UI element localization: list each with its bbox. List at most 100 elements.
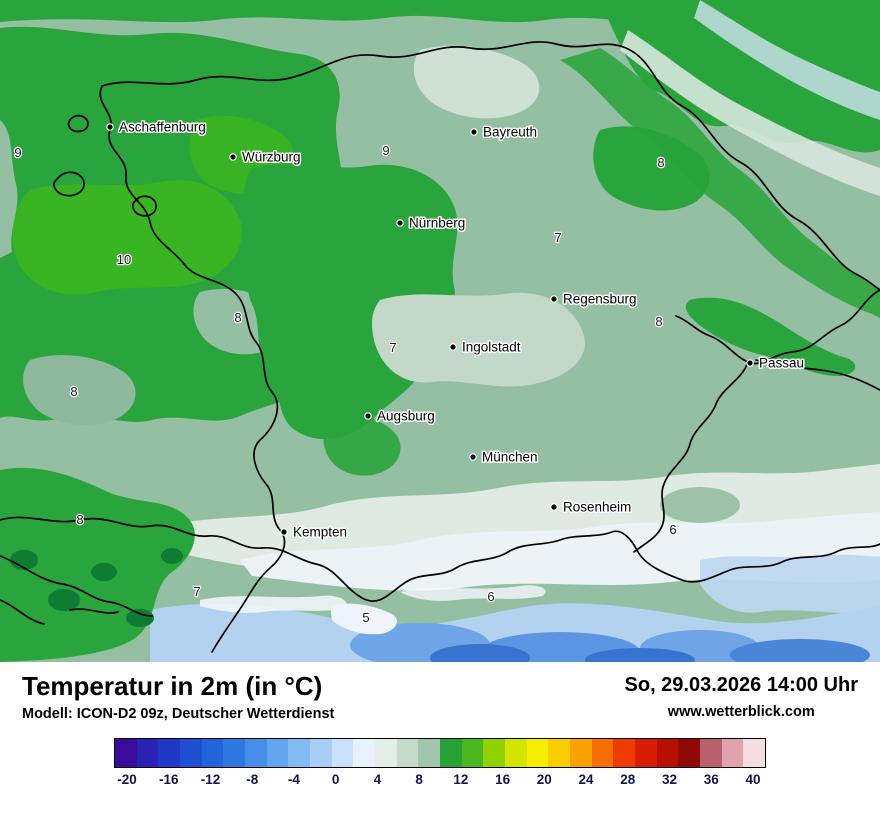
temperature-value: 8 <box>655 314 662 329</box>
scale-segment <box>700 738 722 767</box>
temperature-value: 9 <box>14 145 21 160</box>
city-dot-icon <box>469 453 477 461</box>
footer-right: So, 29.03.2026 14:00 Uhr www.wetterblick… <box>625 672 858 720</box>
scale-segment <box>548 738 571 767</box>
scale-segment <box>743 738 766 767</box>
scale-segment <box>158 738 181 767</box>
scale-tick-label: -8 <box>246 771 259 787</box>
city-dot-icon <box>746 359 754 367</box>
scale-segment <box>115 738 137 767</box>
city-label: Ingolstadt <box>462 340 521 355</box>
city-marker: Rosenheim <box>550 498 633 516</box>
temp-region-blue-blob <box>430 644 530 662</box>
border-line-inn <box>633 361 749 553</box>
scale-segment <box>396 738 419 767</box>
scale-tick-label: -4 <box>287 771 300 787</box>
temp-region-hills <box>660 487 740 523</box>
scale-tick-label: 8 <box>415 771 423 787</box>
scale-segment <box>136 738 159 767</box>
city-label: Aschaffenburg <box>119 120 206 135</box>
city-marker: Kempten <box>280 523 349 541</box>
color-scale-ticks: -20 -16 -12 -8 -4 0 4 8 12 16 20 24 28 32 36 40 <box>114 772 766 792</box>
model-info: Modell: ICON-D2 09z, Deutscher Wetterdie… <box>22 705 335 722</box>
scale-segment <box>570 738 592 767</box>
scale-tick-label: 28 <box>620 771 636 787</box>
city-dot-icon <box>364 412 372 420</box>
city-dot-icon <box>550 295 558 303</box>
temperature-value-labels: 9 9 10 8 7 7 8 8 8 8 6 6 5 7 <box>13 142 678 627</box>
city-dot-icon <box>470 128 478 136</box>
scale-segment <box>353 738 376 767</box>
scale-segment <box>613 738 636 767</box>
scale-segment <box>656 738 679 767</box>
city-marker: Regensburg <box>550 290 638 308</box>
scale-tick-label: 32 <box>661 771 678 787</box>
temperature-value: 7 <box>554 230 561 245</box>
scale-segment <box>483 738 506 767</box>
temp-region-bright-green <box>12 180 242 295</box>
city-dot-icon <box>106 123 114 131</box>
scale-segment <box>375 738 397 767</box>
color-scale: -20 -16 -12 -8 -4 0 4 8 12 16 20 24 28 32 36 40 <box>114 737 766 792</box>
temp-region-pale-patch <box>413 45 540 119</box>
scale-segment <box>201 738 224 767</box>
scale-tick-label: 4 <box>373 771 382 787</box>
border-line-tyrol <box>69 608 119 614</box>
scale-segment <box>635 738 657 767</box>
scale-tick-label: 40 <box>745 771 761 787</box>
temperature-value: 7 <box>193 584 200 599</box>
temperature-value: 8 <box>76 512 83 527</box>
temp-region-sage-edge <box>0 120 18 258</box>
temp-region-dark-green-spot <box>10 550 38 570</box>
city-marker: Würzburg <box>229 148 302 166</box>
temperature-value: 5 <box>362 610 369 625</box>
scale-segment <box>505 738 527 767</box>
city-label: München <box>482 450 538 465</box>
temperature-value: 6 <box>487 589 494 604</box>
border-enclave <box>67 114 89 133</box>
temperature-value: 7 <box>389 340 396 355</box>
city-dot-icon <box>396 219 404 227</box>
border-line-north-czech <box>101 41 880 291</box>
scale-segment <box>223 738 246 767</box>
border-line-west <box>99 85 286 653</box>
temp-region-green-topright <box>600 0 880 153</box>
temp-region-snow-streak <box>200 595 347 613</box>
temperature-value: 8 <box>657 155 664 170</box>
city-marker: Nürnberg <box>396 214 467 232</box>
temperature-map: 9 9 10 8 7 7 8 8 8 8 6 6 5 7 Aschaffenburg Würzburg Bay… <box>0 0 880 662</box>
scale-segment <box>440 738 462 767</box>
city-dot-icon <box>280 528 288 536</box>
city-label: Kempten <box>293 525 347 540</box>
border-line-tyrol <box>0 555 153 617</box>
border-line-alps <box>0 516 880 602</box>
temp-region-snow-streak <box>400 585 546 601</box>
temperature-value: 8 <box>70 384 77 399</box>
city-label: Bayreuth <box>483 125 537 140</box>
city-marker: Ingolstadt <box>449 338 522 356</box>
info-footer: Temperatur in 2m (in °C) Modell: ICON-D2… <box>0 662 880 830</box>
footer-text-row: Temperatur in 2m (in °C) Modell: ICON-D2… <box>0 662 880 722</box>
scale-segment <box>678 738 701 767</box>
scale-tick-label: -20 <box>117 771 137 787</box>
footer-left: Temperatur in 2m (in °C) Modell: ICON-D2… <box>22 672 334 722</box>
valid-datetime: So, 29.03.2026 14:00 Uhr <box>624 674 858 696</box>
city-label: Augsburg <box>377 409 435 424</box>
city-marker: Passau <box>746 354 806 372</box>
scale-segment <box>526 738 549 767</box>
scale-segment <box>418 738 441 767</box>
temp-region-blue-blob <box>730 639 870 662</box>
scale-segment <box>461 738 484 767</box>
scale-segment <box>180 738 202 767</box>
temp-region-snow-patch <box>330 603 397 635</box>
border-lines <box>0 41 880 653</box>
city-label: Nürnberg <box>409 216 465 231</box>
scale-segment <box>245 738 267 767</box>
temp-fill-regions <box>0 0 880 662</box>
city-label: Passau <box>759 356 804 371</box>
scale-tick-label: 0 <box>331 771 340 787</box>
city-dot-icon <box>449 343 457 351</box>
website-url: www.wetterblick.com <box>667 704 815 720</box>
city-marker: Aschaffenburg <box>106 118 207 136</box>
scale-segment <box>266 738 289 767</box>
